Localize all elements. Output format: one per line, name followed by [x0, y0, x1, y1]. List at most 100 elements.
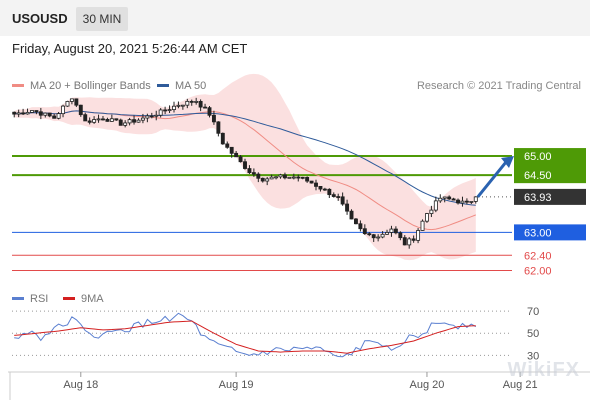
candle: [74, 98, 79, 108]
candle: [234, 150, 239, 158]
candle-body: [371, 234, 376, 239]
candle-body: [30, 110, 34, 113]
x-tick-label-aug-21: Aug 21: [503, 379, 538, 391]
ma20-swatch: [12, 83, 24, 87]
candle-body: [305, 177, 310, 182]
candle-body: [92, 119, 97, 123]
candle: [180, 104, 185, 110]
candle-body: [238, 156, 243, 163]
candle: [296, 174, 301, 182]
candle: [336, 193, 341, 201]
candle: [331, 192, 336, 198]
candle-body: [411, 238, 416, 241]
candle-body: [300, 176, 305, 179]
x-tick-label-aug-18: Aug 18: [63, 379, 98, 391]
candle-body: [167, 109, 172, 111]
candle: [43, 112, 48, 118]
candle: [340, 192, 345, 206]
candle-body: [274, 176, 279, 179]
candle-body: [269, 176, 274, 180]
candle: [353, 218, 358, 225]
candle-body: [87, 120, 92, 123]
candle: [282, 172, 287, 180]
candle: [243, 158, 247, 170]
candle: [358, 220, 363, 232]
candle: [92, 116, 97, 124]
candle-body: [216, 121, 221, 134]
candle: [380, 231, 385, 239]
candle-body: [207, 107, 212, 116]
credit-text: Research © 2021 Trading Central: [416, 80, 581, 92]
level-label-62-00: 62.00: [524, 266, 552, 278]
candle: [256, 172, 261, 183]
candle: [21, 108, 26, 115]
candle: [322, 187, 327, 191]
candle-body: [407, 238, 412, 246]
candle: [163, 106, 168, 115]
rsi-tick-label-30: 30: [527, 350, 539, 362]
candle-body: [105, 118, 110, 122]
candle: [69, 98, 74, 105]
candle: [349, 209, 354, 220]
chart-datetime: Friday, August 20, 2021 5:26:44 AM CET: [12, 41, 248, 56]
candle-body: [282, 174, 287, 179]
candle: [216, 121, 221, 137]
candle: [56, 112, 61, 120]
candle-body: [189, 100, 194, 103]
candle: [83, 112, 88, 122]
candle: [154, 110, 159, 121]
candle: [251, 168, 256, 177]
candle: [185, 98, 190, 109]
candle-body: [21, 112, 26, 115]
candle-body: [278, 174, 283, 178]
candle: [61, 104, 65, 118]
watermark: WikiFX: [507, 359, 580, 381]
candle: [34, 110, 39, 115]
candle: [123, 120, 128, 128]
candles: [12, 97, 478, 249]
candle-body: [25, 111, 30, 115]
candle: [274, 176, 279, 180]
candle: [314, 179, 318, 191]
candle-body: [43, 112, 48, 116]
candle: [469, 201, 474, 205]
candle: [402, 235, 407, 246]
last-price-label-box: [514, 188, 586, 205]
candle-body: [358, 223, 363, 230]
candle: [16, 109, 21, 118]
candle-body: [140, 117, 145, 121]
candle: [101, 115, 105, 121]
ma20-label: MA 20 + Bollinger Bands: [30, 80, 151, 92]
candle: [149, 112, 154, 119]
candle-body: [376, 236, 381, 239]
candle-body: [229, 146, 234, 154]
candle-body: [149, 115, 154, 118]
level-label-65-00: 65.00: [524, 151, 552, 163]
candle: [318, 186, 323, 192]
candle-body: [473, 196, 478, 202]
candle: [425, 212, 429, 223]
candle: [345, 199, 350, 215]
rsi-swatch: [12, 296, 24, 300]
candle-body: [327, 188, 332, 196]
candle-body: [447, 196, 452, 200]
candle-body: [203, 106, 208, 109]
candle-body: [340, 196, 345, 205]
candle-body: [69, 98, 74, 102]
candle: [176, 101, 181, 109]
candle: [473, 196, 478, 204]
candle-body: [145, 115, 150, 119]
level-label-64-50: 64.50: [524, 170, 552, 182]
candle-body: [402, 237, 407, 246]
candle-body: [353, 218, 358, 225]
candle-body: [442, 196, 447, 199]
candle: [47, 112, 52, 118]
candle-body: [96, 118, 101, 121]
candle: [38, 107, 43, 120]
candle: [189, 99, 194, 106]
candle: [12, 111, 17, 118]
candle-body: [260, 177, 265, 182]
timeframe-button[interactable]: 30 MIN: [76, 7, 128, 31]
pivot-label-box: [514, 224, 586, 241]
